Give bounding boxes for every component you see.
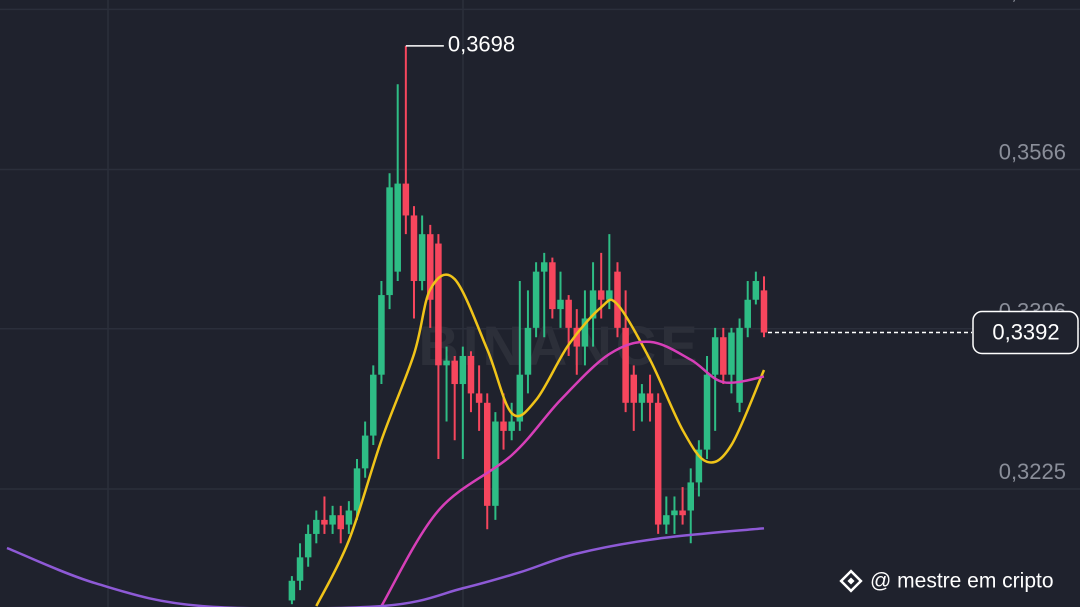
candle-body <box>402 183 410 216</box>
price-box <box>972 310 1079 355</box>
candle-body <box>679 510 686 516</box>
candle-body <box>418 234 426 282</box>
candle-body <box>597 290 605 300</box>
candle-body <box>410 215 418 282</box>
candle-body <box>638 393 646 403</box>
candle-body <box>443 360 450 366</box>
candle-body <box>492 421 499 506</box>
candle-body <box>557 299 564 310</box>
candle-body <box>606 290 613 300</box>
candle-body <box>646 393 654 403</box>
candle-body <box>304 533 312 558</box>
candle-body <box>695 449 703 483</box>
candle-body <box>565 299 572 328</box>
ma-line <box>315 273 766 607</box>
candle-body <box>483 402 491 506</box>
candle-body <box>663 515 670 525</box>
candle-body <box>353 468 361 511</box>
candle-body <box>720 337 727 375</box>
candle-body <box>711 337 719 375</box>
candle-body <box>296 557 304 581</box>
y-tick-label: 0,3737 <box>999 0 1066 4</box>
credit-icon <box>839 569 863 593</box>
candle-body <box>752 281 760 300</box>
candle-body <box>321 519 328 525</box>
candle-body <box>744 299 751 328</box>
candle-body <box>703 374 711 450</box>
candle-body <box>736 327 743 403</box>
y-tick-label: 0,3225 <box>999 459 1066 484</box>
y-tick-label: 0,3566 <box>999 139 1066 164</box>
candle-body <box>361 435 369 469</box>
candle-body <box>540 262 548 272</box>
candle-body <box>435 243 442 366</box>
current-price: 0,3392 <box>992 319 1059 344</box>
candle-body <box>728 332 735 375</box>
candle-body <box>589 290 597 319</box>
candle-body <box>500 421 507 431</box>
candle-body <box>451 360 458 385</box>
candle-body <box>671 510 678 516</box>
candle-body <box>549 262 556 310</box>
candle-body <box>654 402 662 525</box>
credit: @ mestre em cripto <box>870 570 1054 593</box>
candle-body <box>622 327 629 403</box>
candle-body <box>459 355 467 385</box>
candle-body <box>516 374 524 422</box>
candle-body <box>687 482 694 511</box>
candle-body <box>475 393 483 403</box>
candle-body <box>573 327 581 347</box>
candle-body <box>630 374 638 403</box>
candle-body <box>394 183 401 272</box>
candle-body <box>467 355 475 394</box>
candle-body <box>345 510 353 525</box>
candle-body <box>614 271 621 328</box>
candle-body <box>329 515 336 525</box>
ma-line <box>6 527 765 607</box>
candle-body <box>313 519 320 534</box>
candle-body <box>524 327 532 375</box>
ma-line <box>380 340 765 607</box>
candle-body <box>337 515 344 530</box>
candle-body <box>760 290 768 333</box>
candle-body <box>581 318 589 347</box>
candle-body <box>386 187 393 296</box>
candle-body <box>370 374 377 436</box>
candle-body <box>532 271 540 328</box>
candle-body <box>288 580 296 601</box>
candle-body <box>378 295 385 375</box>
candle-body <box>427 234 434 300</box>
high-annotation: 0,3698 <box>448 32 515 57</box>
candle-body <box>508 421 515 431</box>
